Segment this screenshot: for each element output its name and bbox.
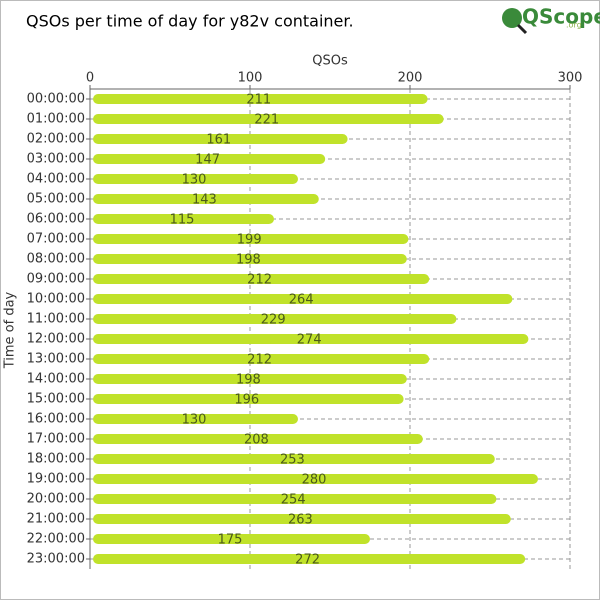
y-tick-label: 15:00:00: [27, 392, 85, 407]
value-label: 143: [192, 193, 217, 208]
bar: [93, 554, 526, 564]
bar: [93, 114, 444, 124]
y-tick-label: 13:00:00: [27, 352, 85, 367]
y-tick-label: 05:00:00: [27, 192, 85, 207]
y-tick-label: 09:00:00: [27, 272, 85, 287]
y-tick-label: 04:00:00: [27, 172, 85, 187]
y-tick-label: 21:00:00: [27, 512, 85, 527]
y-tick-label: 20:00:00: [27, 492, 85, 507]
logo-icon: [502, 8, 522, 28]
logo-handle: [516, 23, 528, 35]
y-tick-label: 23:00:00: [27, 552, 85, 567]
y-tick-label: 19:00:00: [27, 472, 85, 487]
value-label: 161: [206, 133, 231, 148]
value-label: 212: [247, 353, 272, 368]
value-label: 208: [244, 433, 269, 448]
bar: [93, 454, 495, 464]
bar: [93, 534, 370, 544]
logo-suffix: .org: [566, 21, 582, 30]
x-axis-label: QSOs: [312, 54, 348, 69]
x-tick-label: 100: [238, 71, 263, 86]
y-tick-label: 01:00:00: [27, 112, 85, 127]
bar: [93, 354, 430, 364]
bar: [93, 134, 348, 144]
bar: [93, 394, 404, 404]
value-label: 264: [289, 293, 314, 308]
value-label: 211: [246, 93, 271, 108]
value-label: 198: [236, 373, 261, 388]
value-label: 280: [302, 473, 327, 488]
value-label: 175: [218, 533, 243, 548]
y-tick-label: 02:00:00: [27, 132, 85, 147]
value-label: 199: [237, 233, 262, 248]
bar: [93, 334, 529, 344]
y-axis-label: Time of day: [3, 291, 18, 369]
y-tick-label: 16:00:00: [27, 412, 85, 427]
x-tick-label: 0: [86, 71, 94, 86]
chart-title: QSOs per time of day for y82v container.: [26, 12, 354, 31]
y-tick-label: 11:00:00: [27, 312, 85, 327]
value-label: 212: [247, 273, 272, 288]
y-tick-label: 18:00:00: [27, 452, 85, 467]
bar: [93, 294, 513, 304]
y-tick-label: 10:00:00: [27, 292, 85, 307]
bar: [93, 194, 319, 204]
value-label: 221: [254, 113, 279, 128]
bar: [93, 434, 423, 444]
y-tick-label: 06:00:00: [27, 212, 85, 227]
x-tick-label: 200: [398, 71, 423, 86]
bar: [93, 254, 407, 264]
bar: [93, 214, 274, 224]
bar: [93, 274, 430, 284]
value-label: 274: [297, 333, 322, 348]
y-tick-label: 03:00:00: [27, 152, 85, 167]
y-tick-label: 08:00:00: [27, 252, 85, 267]
bar: [93, 374, 407, 384]
y-tick-label: 12:00:00: [27, 332, 85, 347]
bar: [93, 514, 511, 524]
bar: [93, 234, 409, 244]
value-label: 253: [280, 453, 305, 468]
y-tick-label: 07:00:00: [27, 232, 85, 247]
bar: [93, 414, 298, 424]
bar: [93, 94, 428, 104]
value-label: 115: [170, 213, 195, 228]
y-tick-label: 17:00:00: [27, 432, 85, 447]
value-label: 254: [281, 493, 306, 508]
value-label: 196: [234, 393, 259, 408]
bar: [93, 314, 457, 324]
value-label: 130: [182, 173, 207, 188]
x-tick-label: 300: [558, 71, 583, 86]
value-label: 130: [182, 413, 207, 428]
bar: [93, 494, 497, 504]
logo-text: QScope: [522, 5, 600, 29]
bar: [93, 174, 298, 184]
y-tick-label: 14:00:00: [27, 372, 85, 387]
value-label: 147: [195, 153, 220, 168]
bar: [93, 154, 326, 164]
value-label: 198: [236, 253, 261, 268]
y-tick-label: 00:00:00: [27, 92, 85, 107]
value-label: 272: [295, 553, 320, 568]
bar: [93, 474, 538, 484]
y-tick-label: 22:00:00: [27, 532, 85, 547]
value-label: 263: [288, 513, 313, 528]
value-label: 229: [261, 313, 286, 328]
logo: QScope .org: [502, 5, 600, 35]
